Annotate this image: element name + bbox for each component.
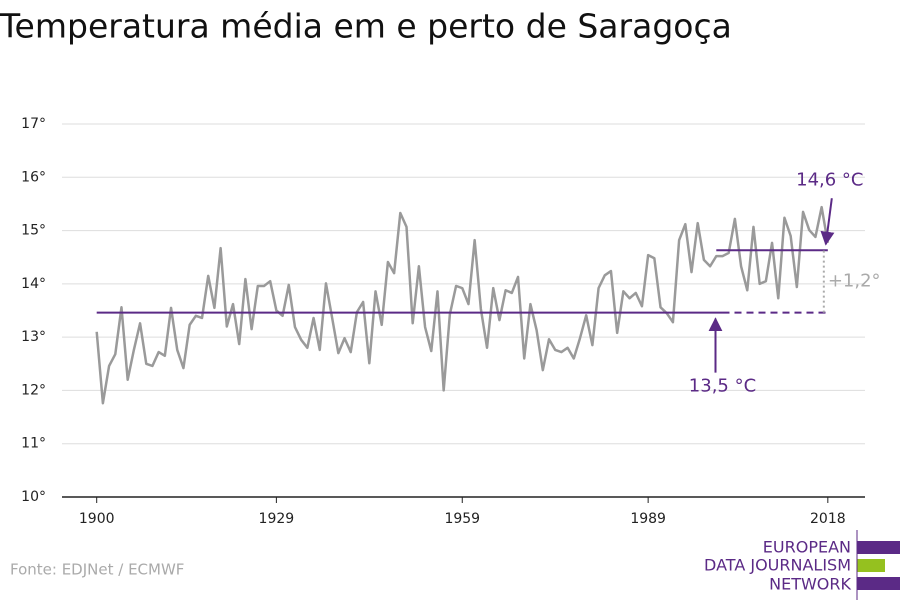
y-tick-label: 16°: [21, 169, 46, 185]
x-tick-label: 1929: [259, 511, 295, 527]
x-tick-label: 1989: [630, 511, 666, 527]
data-line: [95, 205, 830, 405]
x-tick-label: 1900: [79, 511, 115, 527]
source: Fonte: EDJNet / ECMWF: [10, 561, 184, 579]
annotation-arrow: [820, 198, 835, 246]
annotation-label: 14,6 °C: [796, 169, 863, 190]
y-tick-label: 17°: [21, 116, 46, 132]
y-tick-label: 13°: [21, 329, 46, 345]
y-tick-label: 14°: [21, 276, 46, 292]
annotation-label: 13,5 °C: [689, 376, 756, 397]
logo-bar: [857, 559, 885, 572]
x-tick-label: 2018: [810, 511, 846, 527]
y-tick-label: 15°: [21, 223, 46, 239]
logo-bar: [857, 577, 900, 590]
x-tick-label: 1959: [444, 511, 480, 527]
y-tick-label: 11°: [21, 436, 46, 452]
logo-bar: [857, 541, 900, 554]
y-tick-label: 10°: [21, 489, 46, 505]
difference-label: +1,2°: [828, 270, 881, 291]
y-tick-label: 12°: [21, 382, 46, 398]
chart-title: Temperatura média em e perto de Saragoça: [0, 7, 732, 46]
logo-text: DATA JOURNALISM: [704, 556, 851, 575]
logo-text: EUROPEAN: [763, 538, 851, 557]
logo-text: NETWORK: [769, 575, 851, 594]
logo: EUROPEAN DATA JOURNALISM NETWORK: [704, 530, 900, 600]
